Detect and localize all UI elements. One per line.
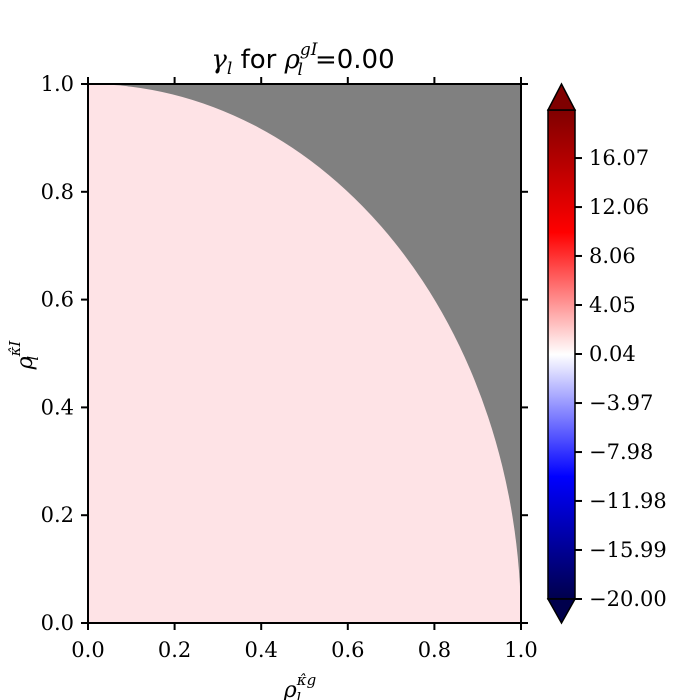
colorbar-tick-label: −7.98 (589, 440, 653, 464)
x-tick-label: 1.0 (504, 638, 537, 662)
y-tick-label: 1.0 (41, 72, 74, 96)
y-tick-label: 0.2 (41, 503, 74, 527)
y-tick-label: 0.6 (41, 288, 74, 312)
colorbar-tick-label: 0.04 (589, 342, 636, 366)
colorbar-body (547, 109, 576, 600)
colorbar-tick-label: 12.06 (589, 195, 649, 219)
colorbar-tick-label: 8.06 (589, 244, 636, 268)
colorbar-tick-label: −11.98 (589, 489, 667, 513)
colorbar-tick-label: 16.07 (589, 146, 649, 170)
y-tick-label: 0.0 (41, 611, 74, 635)
colorbar: 16.07 12.06 8.06 4.05 0.04 −3.97 −7.98 −11.98 −1… (546, 82, 667, 625)
colorbar-extend-high (546, 82, 577, 111)
x-tick-label: 0.0 (71, 638, 104, 662)
chart-title: γl for ρgI l =0.00 (211, 40, 394, 80)
colorbar-ticks: 16.07 12.06 8.06 4.05 0.04 −3.97 −7.98 −11.98 −1… (575, 146, 667, 611)
colorbar-tick-label: −3.97 (589, 391, 653, 415)
x-axis-label: ρκ̂g l (283, 671, 316, 700)
x-axis: 0.0 0.2 0.4 0.6 0.8 1.0 (71, 77, 538, 662)
colorbar-tick-label: −15.99 (589, 538, 667, 562)
plot-area (87, 83, 522, 624)
colorbar-extend-low (546, 598, 577, 625)
y-axis: 0.0 0.2 0.4 0.6 0.8 1.0 (41, 72, 528, 635)
x-tick-label: 0.6 (331, 638, 364, 662)
y-axis-label: ρκ̂Il (6, 340, 42, 371)
y-tick-label: 0.8 (41, 180, 74, 204)
colorbar-tick-label: −20.00 (589, 587, 667, 611)
x-tick-label: 0.4 (244, 638, 277, 662)
x-tick-label: 0.2 (158, 638, 191, 662)
colorbar-tick-label: 4.05 (589, 293, 636, 317)
valid-region (88, 84, 521, 623)
plot-frame (87, 83, 522, 624)
y-tick-label: 0.4 (41, 395, 74, 419)
x-tick-label: 0.8 (418, 638, 451, 662)
